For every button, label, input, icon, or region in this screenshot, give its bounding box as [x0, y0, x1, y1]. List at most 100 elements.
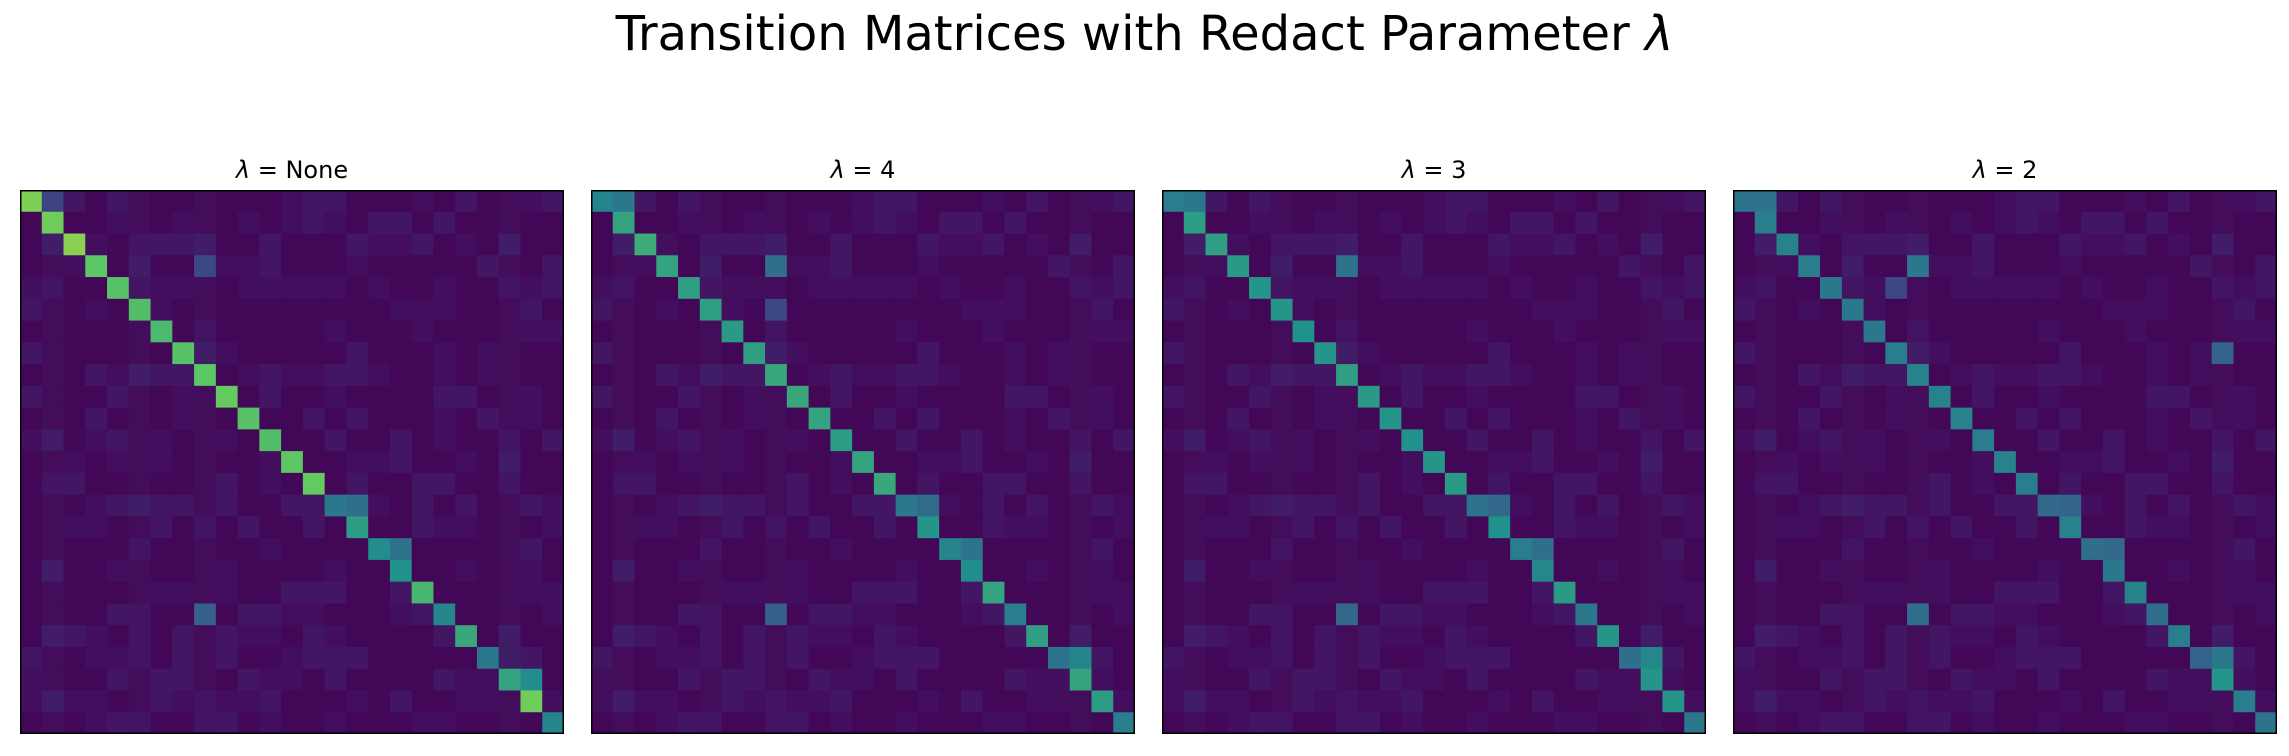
heatmap-cell — [150, 385, 173, 408]
heatmap-cell — [172, 364, 195, 387]
heatmap-cell — [2168, 494, 2191, 517]
heatmap-cell — [634, 494, 657, 517]
heatmap-cell — [1863, 668, 1886, 691]
heatmap-cell — [85, 255, 108, 278]
heatmap-cell — [2233, 625, 2256, 648]
heatmap-cell — [194, 516, 217, 539]
heatmap-cell — [982, 712, 1005, 734]
heatmap-cell — [743, 690, 766, 713]
heatmap-cell — [852, 385, 875, 408]
heatmap-cell — [128, 538, 151, 561]
heatmap-cell — [128, 342, 151, 365]
heatmap-cell — [678, 712, 701, 734]
heatmap-cell — [1820, 559, 1843, 583]
heatmap-cell — [1885, 364, 1908, 387]
heatmap-cell — [2168, 320, 2191, 343]
heatmap-cell — [852, 646, 875, 670]
heatmap-cell — [1379, 668, 1402, 691]
heatmap-cell — [939, 494, 962, 517]
heatmap-cell — [2124, 690, 2147, 713]
heatmap-cell — [1047, 407, 1071, 430]
heatmap-cell — [281, 451, 304, 474]
heatmap-cell — [1183, 298, 1206, 321]
heatmap-cell — [1444, 298, 1468, 321]
heatmap-cell — [107, 385, 130, 408]
heatmap-cell — [237, 211, 260, 234]
heatmap-cell — [765, 342, 788, 365]
heatmap-cell — [1466, 581, 1489, 604]
heatmap-cell — [498, 625, 521, 648]
heatmap-cell — [852, 668, 875, 691]
heatmap-cell — [1928, 690, 1951, 713]
heatmap-cell — [1444, 407, 1468, 430]
heatmap-cell — [1183, 211, 1206, 234]
heatmap-cell — [1640, 342, 1663, 365]
heatmap-cell — [41, 712, 64, 734]
heatmap-cell — [2037, 233, 2060, 256]
heatmap-cell — [1314, 407, 1337, 430]
heatmap-cell — [85, 559, 108, 583]
heatmap-cell — [2102, 690, 2126, 713]
heatmap-cell — [2146, 559, 2169, 583]
heatmap-cell — [917, 298, 940, 321]
heatmap-cell — [1026, 603, 1049, 626]
heatmap-cell — [721, 581, 744, 604]
heatmap-cell — [1531, 451, 1555, 474]
heatmap-cell — [939, 364, 962, 387]
heatmap-cell — [743, 429, 766, 452]
heatmap-cell — [1091, 233, 1114, 256]
heatmap-cell — [1841, 255, 1864, 278]
heatmap-cell — [1357, 277, 1380, 300]
heatmap-cell — [2255, 625, 2277, 648]
heatmap-cell — [1488, 190, 1511, 213]
heatmap-cell — [215, 233, 238, 256]
heatmap-cell — [1423, 516, 1446, 539]
heatmap-cell — [830, 472, 853, 496]
heatmap-cell — [2211, 581, 2234, 604]
heatmap-cell — [1928, 538, 1951, 561]
heatmap-cell — [612, 255, 635, 278]
heatmap-cell — [172, 646, 195, 670]
heatmap-cell — [612, 494, 635, 517]
heatmap-cell — [721, 516, 744, 539]
heatmap-cell — [765, 581, 788, 604]
heatmap-cell — [259, 190, 282, 213]
heatmap-cell — [873, 255, 897, 278]
heatmap-cell — [939, 712, 962, 734]
heatmap-cell — [1401, 190, 1424, 213]
heatmap-cell — [411, 320, 434, 343]
heatmap-cell — [1662, 429, 1685, 452]
heatmap-cell — [2189, 320, 2213, 343]
heatmap-cell — [2124, 364, 2147, 387]
heatmap-cell — [20, 277, 43, 300]
heatmap-cell — [808, 494, 831, 517]
heatmap-cell — [1423, 646, 1446, 670]
heatmap-cell — [1820, 581, 1843, 604]
heatmap-cell — [520, 190, 543, 213]
heatmap-cell — [1091, 277, 1114, 300]
heatmap-cell — [1841, 190, 1864, 213]
heatmap-cell — [1510, 385, 1533, 408]
heatmap-cell — [1336, 646, 1359, 670]
heatmap-cell — [1907, 407, 1930, 430]
heatmap-cell — [281, 538, 304, 561]
heatmap-cell — [895, 342, 918, 365]
heatmap-cell — [1640, 277, 1663, 300]
heatmap-cell — [591, 277, 614, 300]
heatmap-cell — [960, 494, 984, 517]
heatmap-cell — [63, 516, 86, 539]
heatmap-cell — [172, 516, 195, 539]
heatmap-cell — [455, 690, 478, 713]
heatmap-cell — [1510, 603, 1533, 626]
heatmap-cell — [699, 625, 722, 648]
heatmap-cell — [808, 472, 831, 496]
heatmap-cell — [1776, 538, 1799, 561]
heatmap-cell — [1994, 451, 2017, 474]
heatmap-cell — [1618, 646, 1642, 670]
heatmap-cell — [1162, 364, 1185, 387]
heatmap-cell — [721, 233, 744, 256]
heatmap-cell — [1618, 211, 1642, 234]
heatmap-cell — [172, 559, 195, 583]
heatmap-cell — [873, 342, 897, 365]
heatmap-cell — [1069, 277, 1092, 300]
